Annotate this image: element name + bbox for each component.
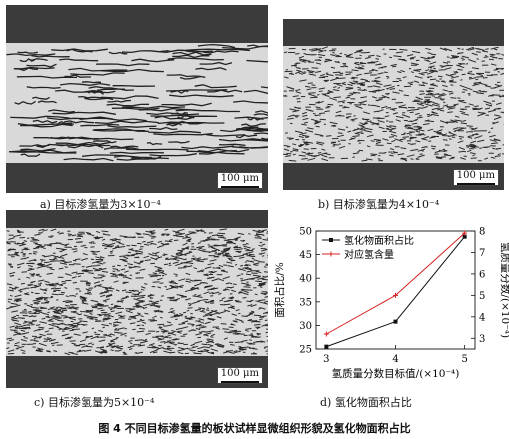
scale-bar-b: 100 μm <box>452 169 499 186</box>
y-right-tick-label: 8 <box>479 227 485 238</box>
legend-marker-2 <box>328 251 334 257</box>
micrograph-c: 100 μm <box>6 210 268 388</box>
caption-c: c) 目标渗氢量为5×10⁻⁴ <box>34 396 155 409</box>
legend-marker-1 <box>329 238 333 242</box>
y-left-axis-label: 面积占比/% <box>273 262 286 318</box>
figure-caption: 图 4 不同目标渗氢量的板状试样显微组织形貌及氢化物面积占比 <box>98 422 411 435</box>
micrograph-b: 100 μm <box>283 19 504 190</box>
y-left-tick-label: 45 <box>299 250 312 261</box>
y-right-tick-label: 6 <box>479 269 485 280</box>
legend-label-1: 氢化物面积占比 <box>344 234 414 247</box>
y-right-tick-label: 5 <box>479 291 485 302</box>
series-2-point <box>323 331 329 337</box>
series-2-point <box>393 292 398 298</box>
y-left-tick-label: 40 <box>299 274 312 285</box>
y-left-tick-label: 30 <box>299 321 312 332</box>
y-left-tick-label: 35 <box>299 297 312 308</box>
series-1-point <box>324 344 329 349</box>
legend-label-2: 对应氢含量 <box>344 248 394 261</box>
micrograph-a: 100 μm <box>6 5 268 193</box>
series-1-point <box>393 319 398 324</box>
y-left-tick-label: 25 <box>299 345 312 356</box>
x-tick-label: 4 <box>392 354 398 365</box>
x-tick-label: 5 <box>461 354 467 365</box>
scale-bar-a: 100 μm <box>216 172 263 189</box>
plot-frame <box>315 230 476 350</box>
caption-d: d) 氢化物面积占比 <box>320 396 412 409</box>
x-tick-label: 3 <box>323 354 329 365</box>
y-left-tick-label: 50 <box>299 227 312 238</box>
y-right-tick-label: 4 <box>479 312 485 323</box>
y-right-tick-label: 7 <box>479 248 485 259</box>
y-right-axis-label: 氢质量分数/(×10⁻⁴) <box>499 242 509 338</box>
series-1-point <box>462 234 467 239</box>
caption-a: a) 目标渗氢量为3×10⁻⁴ <box>40 198 161 211</box>
series-line-2 <box>326 232 465 335</box>
series-2-point <box>462 230 468 236</box>
y-right-tick-label: 3 <box>479 334 485 345</box>
x-axis-label: 氢质量分数目标值/(×10⁻⁴) <box>332 367 460 380</box>
caption-b: b) 目标渗氢量为4×10⁻⁴ <box>318 198 440 211</box>
scale-bar-c: 100 μm <box>216 367 263 384</box>
